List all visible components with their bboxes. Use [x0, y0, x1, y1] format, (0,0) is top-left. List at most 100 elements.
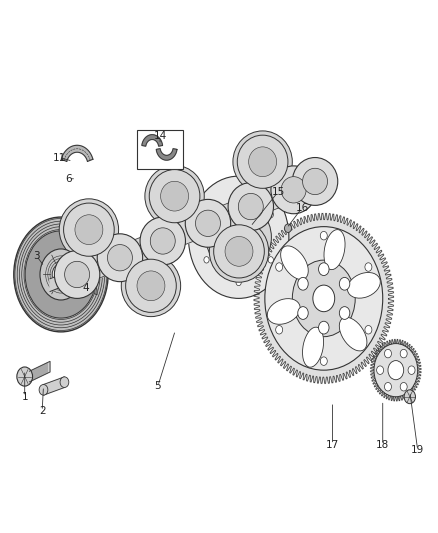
Text: 17: 17 — [326, 440, 339, 450]
Polygon shape — [74, 171, 318, 286]
Text: 11: 11 — [53, 152, 66, 163]
Ellipse shape — [137, 271, 165, 301]
Ellipse shape — [238, 193, 263, 220]
Ellipse shape — [303, 327, 324, 367]
Ellipse shape — [39, 384, 48, 395]
Polygon shape — [61, 146, 93, 161]
Polygon shape — [43, 377, 64, 395]
Circle shape — [229, 225, 248, 249]
Circle shape — [298, 277, 308, 290]
Circle shape — [40, 249, 82, 300]
Circle shape — [276, 263, 283, 271]
Polygon shape — [156, 149, 177, 160]
Circle shape — [52, 264, 70, 285]
Circle shape — [313, 285, 335, 312]
Ellipse shape — [60, 377, 69, 387]
Circle shape — [374, 344, 418, 397]
Circle shape — [339, 306, 350, 319]
Ellipse shape — [64, 203, 114, 256]
Ellipse shape — [59, 199, 119, 261]
Text: 19: 19 — [411, 445, 424, 455]
Text: 1: 1 — [21, 392, 28, 402]
Ellipse shape — [214, 225, 264, 278]
Circle shape — [320, 231, 327, 240]
Ellipse shape — [149, 169, 200, 223]
Polygon shape — [227, 205, 242, 262]
Polygon shape — [83, 284, 97, 295]
Circle shape — [320, 357, 327, 366]
Circle shape — [188, 176, 289, 298]
Text: 6: 6 — [65, 174, 72, 184]
Ellipse shape — [209, 221, 268, 282]
Ellipse shape — [136, 270, 166, 301]
Ellipse shape — [121, 255, 180, 317]
Polygon shape — [29, 361, 50, 382]
Ellipse shape — [347, 272, 380, 298]
Ellipse shape — [74, 214, 104, 245]
Circle shape — [17, 367, 32, 386]
Circle shape — [292, 260, 355, 337]
Ellipse shape — [225, 237, 253, 266]
Polygon shape — [139, 239, 154, 296]
Circle shape — [365, 326, 372, 334]
Circle shape — [285, 224, 291, 232]
Bar — [137, 130, 183, 169]
Ellipse shape — [206, 202, 272, 272]
Circle shape — [204, 212, 209, 218]
Polygon shape — [254, 213, 394, 383]
Ellipse shape — [324, 230, 345, 270]
Circle shape — [236, 189, 241, 195]
Polygon shape — [172, 186, 187, 243]
Ellipse shape — [195, 210, 220, 237]
Ellipse shape — [145, 165, 204, 227]
Circle shape — [318, 321, 329, 334]
Circle shape — [25, 231, 97, 318]
Ellipse shape — [303, 168, 328, 195]
Circle shape — [276, 326, 283, 334]
Text: 14: 14 — [153, 131, 167, 141]
Ellipse shape — [249, 147, 276, 176]
Circle shape — [377, 366, 384, 374]
Text: 15: 15 — [271, 187, 285, 197]
Text: 4: 4 — [82, 283, 89, 293]
Text: 18: 18 — [376, 440, 389, 450]
Text: 5: 5 — [155, 381, 161, 391]
Ellipse shape — [237, 135, 288, 188]
Ellipse shape — [97, 234, 143, 281]
Circle shape — [400, 383, 407, 391]
Ellipse shape — [281, 176, 306, 203]
Circle shape — [400, 349, 407, 358]
Ellipse shape — [54, 251, 100, 298]
Polygon shape — [260, 151, 275, 208]
Polygon shape — [142, 135, 162, 146]
Ellipse shape — [281, 246, 308, 279]
Ellipse shape — [233, 131, 292, 192]
Circle shape — [365, 263, 372, 271]
Circle shape — [318, 263, 329, 276]
Circle shape — [268, 257, 273, 263]
Text: 16: 16 — [295, 203, 309, 213]
Ellipse shape — [161, 181, 188, 211]
Circle shape — [268, 212, 273, 218]
Ellipse shape — [140, 217, 185, 265]
Circle shape — [298, 306, 308, 319]
Circle shape — [14, 217, 108, 332]
Circle shape — [265, 227, 383, 370]
Polygon shape — [50, 268, 77, 292]
Circle shape — [404, 390, 416, 403]
Ellipse shape — [150, 228, 175, 254]
Polygon shape — [371, 340, 421, 401]
Ellipse shape — [339, 317, 367, 351]
Circle shape — [236, 279, 241, 286]
Circle shape — [408, 366, 415, 374]
Ellipse shape — [271, 166, 316, 214]
Ellipse shape — [228, 183, 273, 230]
Ellipse shape — [160, 181, 189, 212]
Ellipse shape — [248, 147, 277, 177]
Circle shape — [385, 349, 392, 358]
Ellipse shape — [224, 236, 254, 267]
Circle shape — [388, 361, 404, 379]
Text: 3: 3 — [33, 251, 40, 261]
Circle shape — [339, 277, 350, 290]
Ellipse shape — [65, 261, 90, 288]
